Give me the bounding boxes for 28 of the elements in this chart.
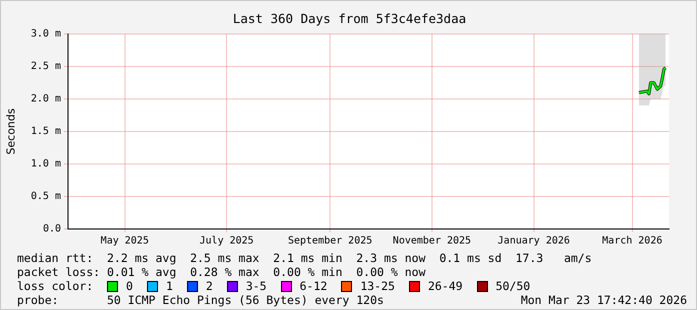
y-tick-label: 1.5 m (30, 126, 61, 138)
y-tick-label: 3.0 m (30, 28, 61, 40)
y-tick-label: 0.0 (42, 224, 61, 235)
y-axis-title: Seconds (4, 108, 18, 155)
text: packet loss: 0.01 % avg 0.28 % max 0.00 % min 0.00 % now (17, 265, 426, 279)
legend-label: 3-5 (246, 279, 267, 293)
legend-label: 0 (126, 279, 133, 293)
y-tick-label: 2.0 m (30, 94, 61, 105)
text: probe: 50 ICMP Echo Pings (56 Bytes) every 120s (17, 293, 384, 307)
text: median rtt: 2.2 ms avg 2.5 ms max 2.1 ms min 2.3 ms now 0.1 ms sd 17.3 am/s (17, 251, 593, 265)
legend-label: 6-12 (300, 279, 328, 293)
text: Mon Mar 23 17:42:40 2026 (520, 293, 687, 307)
y-tick-label: 0.5 m (30, 191, 61, 202)
x-tick-label: January 2026 (498, 236, 570, 247)
legend-label: 13-25 (360, 279, 395, 293)
x-tick-label: March 2026 (602, 236, 662, 247)
legend-label: 1 (166, 279, 173, 293)
legend-title: loss color: (17, 279, 94, 293)
x-tick-label: September 2025 (288, 236, 372, 247)
legend-label: 26-49 (428, 279, 463, 293)
y-tick-label: 1.0 m (30, 158, 61, 170)
chart-title: Last 360 Days from 5f3c4efe3daa (232, 11, 468, 26)
y-tick-label: 2.5 m (30, 61, 61, 72)
x-tick-label: July 2025 (200, 236, 254, 247)
x-tick-label: November 2025 (392, 236, 472, 247)
legend-label: 50/50 (496, 279, 530, 293)
legend-label: 2 (206, 279, 213, 293)
x-tick-label: May 2025 (100, 236, 149, 247)
